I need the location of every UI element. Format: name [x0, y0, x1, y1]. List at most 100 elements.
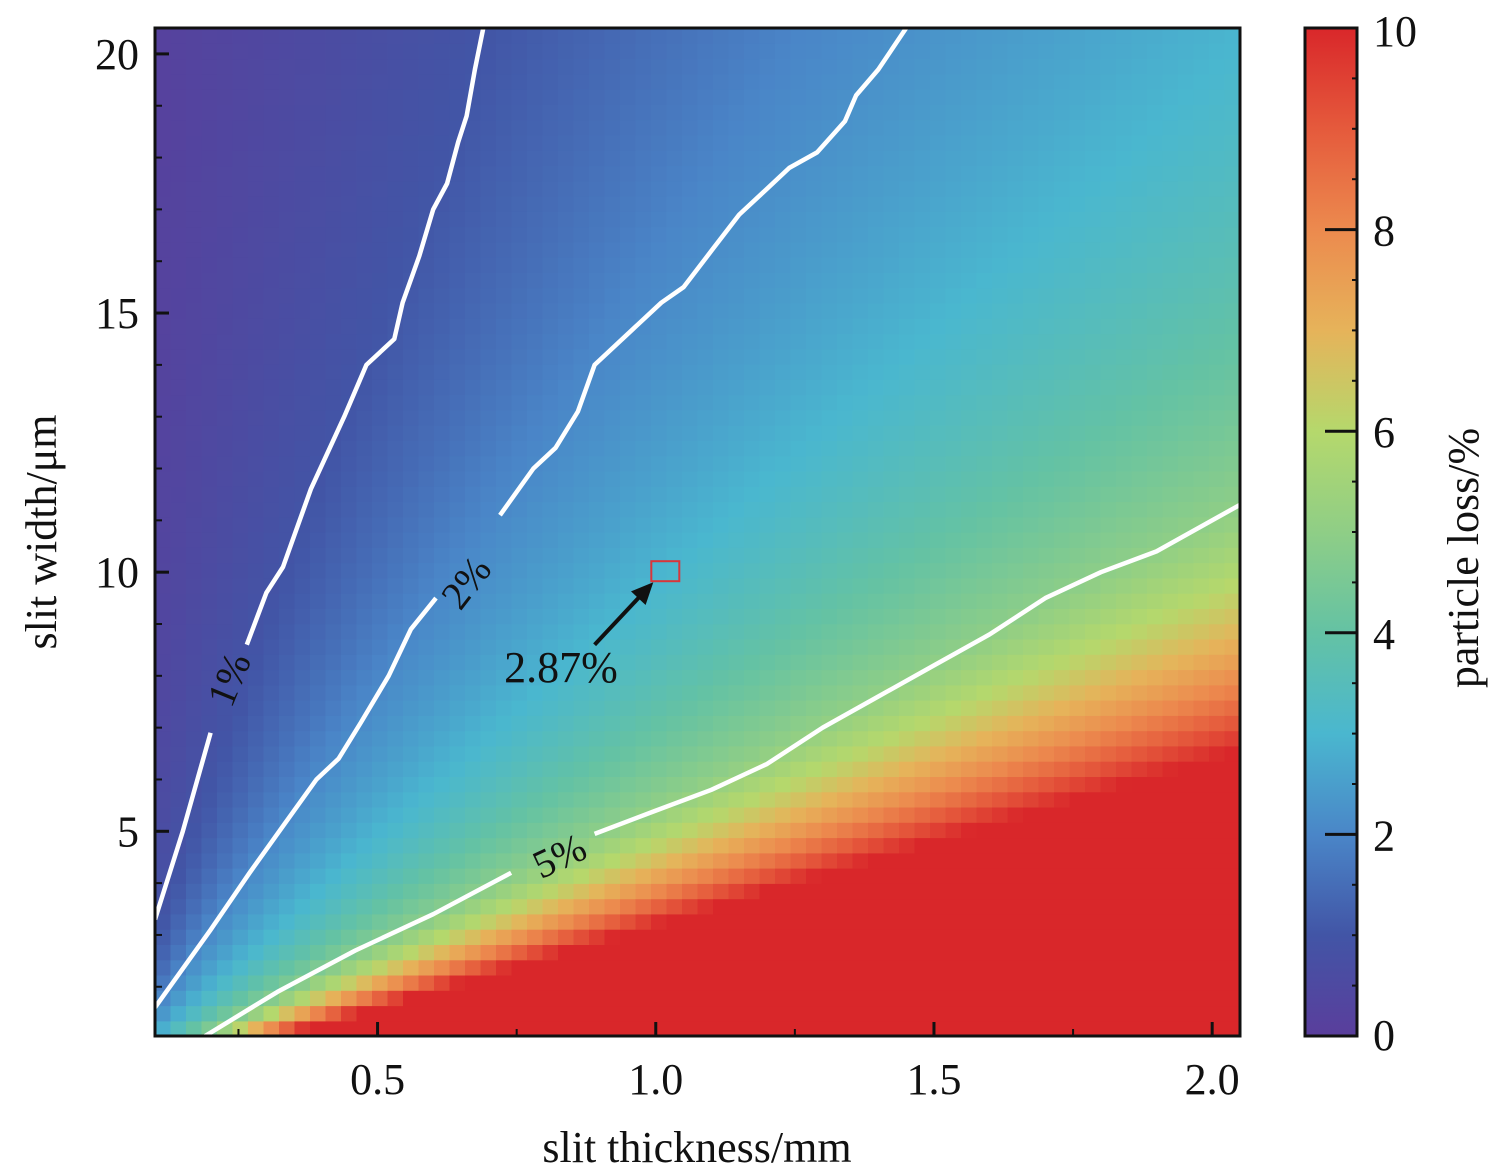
heatmap-cell	[1023, 211, 1040, 228]
heatmap-cell	[604, 913, 621, 930]
heatmap-cell	[697, 409, 714, 426]
heatmap-cell	[604, 1005, 621, 1022]
heatmap-cell	[1085, 577, 1102, 594]
heatmap-cell	[527, 608, 544, 625]
heatmap-cell	[418, 577, 435, 594]
heatmap-cell	[883, 165, 900, 182]
heatmap-cell	[542, 547, 559, 564]
heatmap-cell	[1209, 134, 1226, 151]
heatmap-cell	[279, 959, 296, 976]
heatmap-cell	[883, 516, 900, 533]
heatmap-cell	[294, 1020, 311, 1036]
heatmap-cell	[713, 409, 730, 426]
heatmap-cell	[868, 150, 885, 167]
heatmap-cell	[1085, 333, 1102, 350]
heatmap-cell	[465, 165, 482, 182]
heatmap-cell	[511, 348, 528, 365]
heatmap-cell	[1054, 501, 1071, 518]
heatmap-cell	[201, 501, 218, 518]
heatmap-cell	[1038, 822, 1055, 839]
heatmap-cell	[899, 348, 916, 365]
heatmap-cell	[558, 73, 575, 90]
heatmap-cell	[1224, 119, 1240, 136]
heatmap-cell	[976, 959, 993, 976]
heatmap-cell	[325, 730, 342, 747]
heatmap-cell	[1209, 165, 1226, 182]
heatmap-cell	[620, 257, 637, 273]
heatmap-cell	[589, 669, 606, 686]
heatmap-cell	[186, 990, 203, 1007]
heatmap-cell	[914, 58, 931, 75]
heatmap-cell	[1085, 364, 1102, 380]
heatmap-cell	[620, 196, 637, 212]
heatmap-cell	[930, 608, 947, 625]
heatmap-cell	[248, 455, 265, 472]
heatmap-cell	[790, 455, 807, 472]
heatmap-cell	[790, 868, 807, 884]
heatmap-cell	[620, 425, 637, 441]
heatmap-cell	[682, 211, 699, 228]
heatmap-cell	[1100, 791, 1117, 808]
heatmap-cell	[1069, 593, 1086, 609]
heatmap-cell	[651, 89, 668, 105]
heatmap-cell	[155, 257, 172, 273]
heatmap-cell	[325, 394, 342, 411]
heatmap-cell	[279, 883, 296, 900]
heatmap-cell	[930, 715, 947, 732]
heatmap-cell	[589, 28, 606, 44]
heatmap-cell	[1116, 89, 1133, 105]
heatmap-cell	[1116, 486, 1133, 503]
heatmap-cell	[682, 287, 699, 304]
heatmap-cell	[914, 180, 931, 197]
heatmap-cell	[480, 287, 497, 304]
heatmap-cell	[232, 944, 249, 961]
heatmap-cell	[558, 562, 575, 579]
heatmap-cell	[263, 913, 280, 930]
heatmap-cell	[713, 287, 730, 304]
heatmap-cell	[635, 791, 652, 808]
heatmap-cell	[945, 379, 962, 396]
heatmap-cell	[511, 196, 528, 212]
heatmap-cell	[666, 226, 683, 243]
heatmap-cell	[976, 776, 993, 793]
heatmap-cell	[1209, 562, 1226, 579]
heatmap-cell	[868, 104, 885, 121]
heatmap-cell	[356, 287, 373, 304]
heatmap-cell	[790, 241, 807, 258]
heatmap-cell	[775, 287, 792, 304]
heatmap-cell	[403, 654, 420, 671]
heatmap-cell	[635, 837, 652, 854]
heatmap-cell	[666, 883, 683, 900]
heatmap-cell	[1147, 89, 1164, 105]
heatmap-cell	[1224, 593, 1240, 609]
heatmap-cell	[248, 134, 265, 151]
heatmap-cell	[248, 425, 265, 441]
heatmap-cell	[992, 257, 1009, 273]
heatmap-cell	[558, 623, 575, 640]
heatmap-cell	[403, 929, 420, 945]
heatmap-cell	[914, 837, 931, 854]
heatmap-cell	[837, 990, 854, 1007]
heatmap-cell	[279, 913, 296, 930]
heatmap-cell	[821, 318, 838, 335]
heatmap-cell	[697, 119, 714, 136]
heatmap-cell	[1116, 241, 1133, 258]
heatmap-cell	[744, 913, 761, 930]
heatmap-cell	[806, 638, 823, 655]
heatmap-cell	[155, 547, 172, 564]
heatmap-cell	[1054, 196, 1071, 212]
heatmap-cell	[651, 196, 668, 212]
heatmap-cell	[279, 470, 296, 487]
heatmap-cell	[542, 180, 559, 197]
heatmap-cell	[744, 532, 761, 548]
heatmap-cell	[992, 287, 1009, 304]
heatmap-cell	[341, 58, 358, 75]
heatmap-cell	[542, 470, 559, 487]
heatmap-cell	[790, 226, 807, 243]
heatmap-cell	[806, 348, 823, 365]
heatmap-cell	[976, 501, 993, 518]
heatmap-cell	[263, 302, 280, 319]
heatmap-cell	[542, 929, 559, 945]
heatmap-cell	[790, 532, 807, 548]
heatmap-cell	[480, 837, 497, 854]
